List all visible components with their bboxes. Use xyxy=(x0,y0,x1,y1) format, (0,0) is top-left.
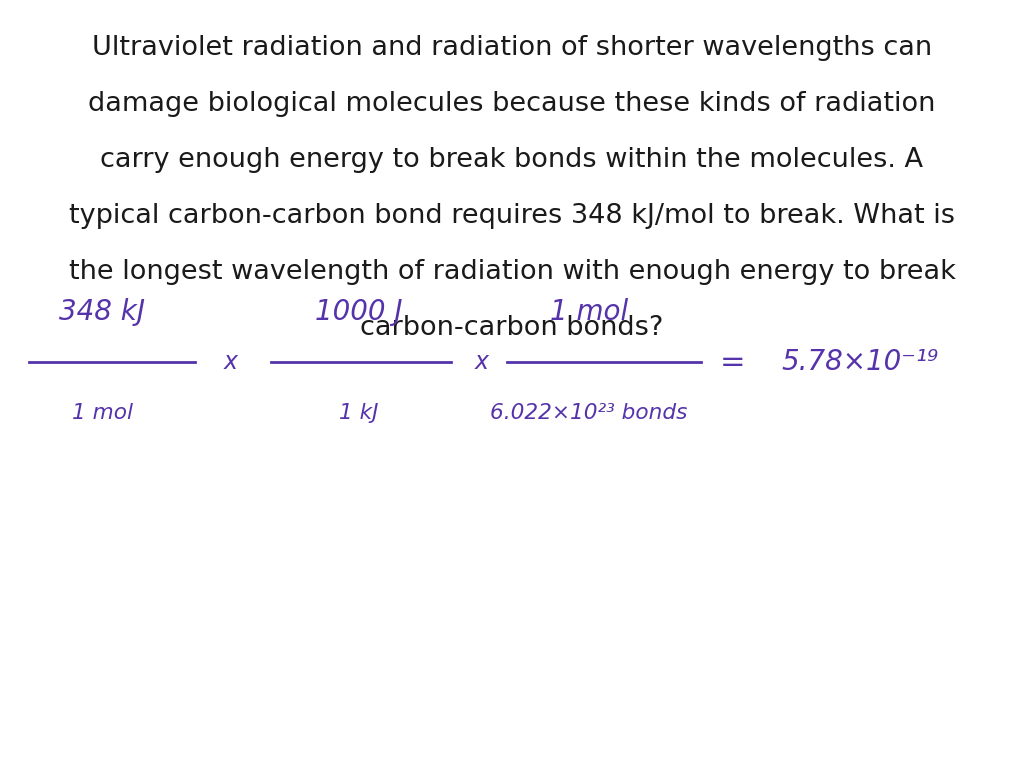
Text: 348 kJ: 348 kJ xyxy=(59,299,145,326)
Text: damage biological molecules because these kinds of radiation: damage biological molecules because thes… xyxy=(88,91,936,117)
Text: typical carbon-carbon bond requires 348 kJ/mol to break. What is: typical carbon-carbon bond requires 348 … xyxy=(69,203,955,229)
Text: carry enough energy to break bonds within the molecules. A: carry enough energy to break bonds withi… xyxy=(100,147,924,173)
Text: 1 kJ: 1 kJ xyxy=(339,403,378,423)
Text: carbon-carbon bonds?: carbon-carbon bonds? xyxy=(360,315,664,341)
Text: the longest wavelength of radiation with enough energy to break: the longest wavelength of radiation with… xyxy=(69,259,955,285)
Text: =: = xyxy=(720,348,744,377)
Text: 1 mol: 1 mol xyxy=(550,299,628,326)
Text: 5.78×10⁻¹⁹: 5.78×10⁻¹⁹ xyxy=(781,349,939,376)
Text: 6.022×10²³ bonds: 6.022×10²³ bonds xyxy=(490,403,687,423)
Text: x: x xyxy=(223,350,238,375)
Text: x: x xyxy=(474,350,488,375)
Text: 1 mol: 1 mol xyxy=(72,403,133,423)
Text: Ultraviolet radiation and radiation of shorter wavelengths can: Ultraviolet radiation and radiation of s… xyxy=(92,35,932,61)
Text: 1000 J: 1000 J xyxy=(314,299,402,326)
